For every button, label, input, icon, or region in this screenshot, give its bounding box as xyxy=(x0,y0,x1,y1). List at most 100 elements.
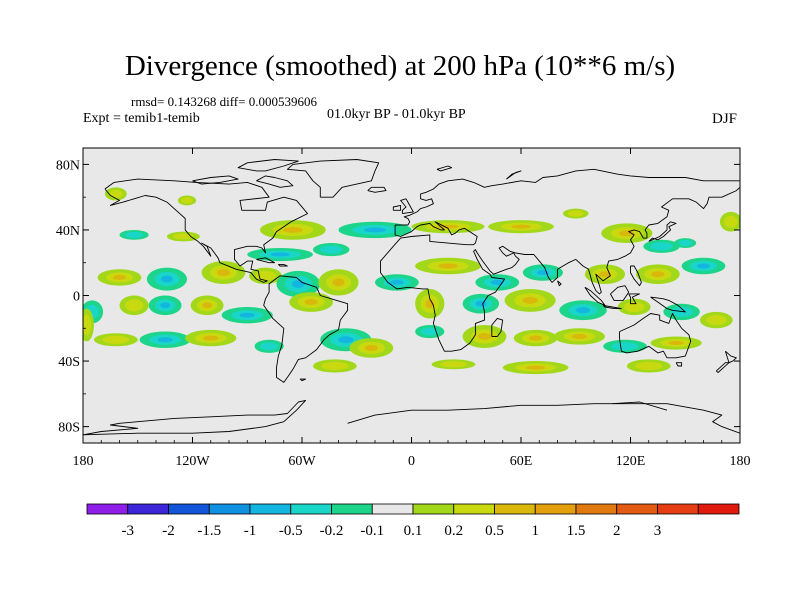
x-tick-label-2: 60W xyxy=(288,454,316,469)
coastline-8 xyxy=(648,221,677,242)
anomaly-peak-49 xyxy=(477,333,492,340)
anomaly-core-29 xyxy=(125,299,144,312)
colorbar-label-1: -2 xyxy=(162,523,175,539)
coastline-24 xyxy=(506,170,522,180)
anomaly-peak-20 xyxy=(332,278,345,287)
anomaly-core-12 xyxy=(650,242,673,251)
divergence-field xyxy=(83,187,740,375)
anomaly-core-40 xyxy=(706,315,727,326)
experiment-label: Expt = temib1-temib xyxy=(83,111,200,126)
anomaly-peak-7 xyxy=(364,227,386,233)
colorbar-box-8 xyxy=(412,503,455,515)
anomaly-peak-33 xyxy=(304,299,318,306)
coastline-22 xyxy=(192,175,239,185)
coastline-10 xyxy=(602,304,622,310)
colorbar-box-4 xyxy=(249,503,292,515)
coastline-25 xyxy=(436,165,453,172)
anomaly-core-57 xyxy=(635,361,663,371)
anomaly-peak-5 xyxy=(270,252,290,257)
anomaly-peak-9 xyxy=(511,224,531,229)
x-tick-label-1: 120W xyxy=(175,454,210,469)
colorbar-label-5: -0.2 xyxy=(320,523,344,539)
colorbar-label-6: -0.1 xyxy=(360,523,384,539)
coastline-1 xyxy=(263,275,349,383)
chart-title: Divergence (smoothed) at 200 hPa (10**6 … xyxy=(124,50,676,82)
coastline-15 xyxy=(619,313,692,359)
anomaly-peak-15 xyxy=(112,275,127,280)
anomaly-core-38 xyxy=(623,301,645,313)
anomaly-peak-19 xyxy=(291,280,305,288)
coastline-26 xyxy=(256,257,276,264)
map-background xyxy=(83,148,740,443)
colorbar-label-3: -1 xyxy=(244,523,257,539)
colorbar-box-13 xyxy=(616,503,658,515)
x-tick-label-3: 0 xyxy=(408,454,415,469)
coastline-21 xyxy=(256,175,294,188)
anomaly-peak-53 xyxy=(668,341,684,345)
coastline-18 xyxy=(715,362,730,373)
coastline-30 xyxy=(612,401,668,411)
anomaly-core-54 xyxy=(321,361,349,371)
anomaly-core-18 xyxy=(255,270,276,281)
x-tick-label-6: 180 xyxy=(730,454,751,469)
coastline-16 xyxy=(675,362,683,367)
anomaly-core-52 xyxy=(611,342,639,351)
colorbar-label-8: 0.2 xyxy=(444,523,463,539)
y-tick-label-3: 40S xyxy=(58,355,80,370)
anomaly-core-14 xyxy=(724,215,738,228)
anomaly-peak-30 xyxy=(160,302,171,309)
colorbar-box-6 xyxy=(331,503,373,515)
colorbar-box-12 xyxy=(575,503,618,515)
colorbar-box-7 xyxy=(371,503,414,515)
colorbar-label-13: 3 xyxy=(654,523,662,539)
anomaly-peak-32 xyxy=(239,312,255,318)
colorbar-box-15 xyxy=(697,503,740,515)
coastline-11 xyxy=(610,285,630,301)
x-tick-label-0: 180 xyxy=(73,454,94,469)
anomaly-peak-35 xyxy=(475,300,487,307)
anomaly-peak-50 xyxy=(529,335,543,341)
anomaly-peak-27 xyxy=(696,263,711,269)
colorbar-box-9 xyxy=(453,503,495,515)
coastline-27 xyxy=(278,263,288,267)
stats-label: rmsd= 0.143268 diff= 0.000539606 xyxy=(131,94,317,109)
anomaly-peak-31 xyxy=(202,302,213,309)
coastline-13 xyxy=(630,265,642,287)
period-label: 01.0kyr BP - 01.0kyr BP xyxy=(327,107,466,122)
colorbar-box-2 xyxy=(168,503,210,515)
coastline-28 xyxy=(557,280,562,287)
coastline-12 xyxy=(628,293,641,305)
anomaly-peak-17 xyxy=(216,269,231,276)
anomaly-core-13 xyxy=(678,240,693,247)
y-tick-label-0: 80N xyxy=(56,158,80,173)
anomaly-core-1 xyxy=(181,197,193,204)
anomaly-core-55 xyxy=(439,361,468,368)
coastline-3 xyxy=(380,168,740,352)
x-tick-label-5: 120E xyxy=(616,454,646,469)
coastline-0 xyxy=(104,178,308,283)
colorbar-label-7: 0.1 xyxy=(404,523,423,539)
coastline-20 xyxy=(347,403,740,434)
coastline-6 xyxy=(367,186,387,193)
anomaly-peak-23 xyxy=(490,279,504,285)
anomaly-peak-51 xyxy=(571,334,588,339)
anomaly-peak-43 xyxy=(157,337,173,343)
colorbar-box-1 xyxy=(127,503,169,515)
axis-ticks: 180 120W 60W 0 60E 120E 180 80N 40N 0 40S 80S xyxy=(56,148,751,469)
coastline-2 xyxy=(286,159,380,198)
season-label: DJF xyxy=(712,111,738,127)
colorbar-label-10: 1 xyxy=(532,523,540,539)
colorbar-box-0 xyxy=(86,503,129,515)
anomaly-peak-25 xyxy=(598,271,611,278)
anomaly-peak-34 xyxy=(425,299,435,309)
colorbar-label-11: 1.5 xyxy=(567,523,586,539)
anomaly-core-2 xyxy=(125,231,144,238)
anomaly-peak-44 xyxy=(203,335,219,341)
anomaly-peak-47 xyxy=(364,344,378,351)
anomaly-core-41 xyxy=(83,314,92,336)
colorbar-label-2: -1.5 xyxy=(197,523,221,539)
anomaly-peak-26 xyxy=(651,271,665,278)
coastline-29 xyxy=(299,378,307,382)
coastline-23 xyxy=(237,159,299,172)
coastline-7 xyxy=(491,317,504,337)
